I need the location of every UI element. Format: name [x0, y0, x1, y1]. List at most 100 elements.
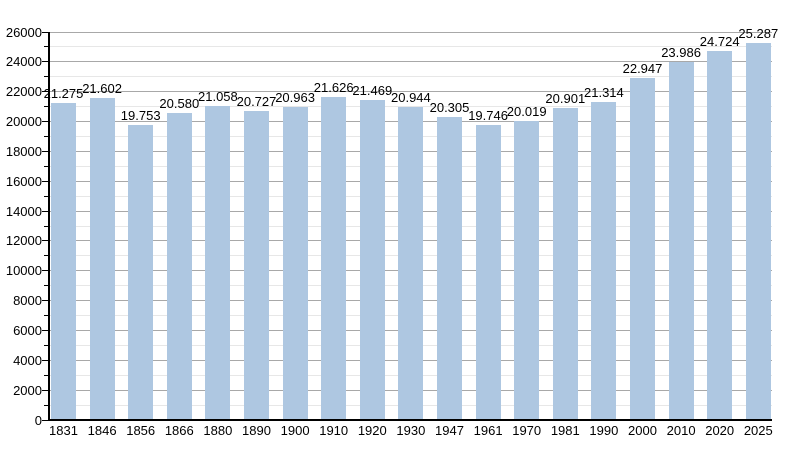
y-major-tick — [42, 121, 48, 123]
bar — [166, 112, 192, 420]
bar — [514, 121, 540, 420]
x-tick-label: 2020 — [705, 423, 735, 438]
y-minor-tick — [44, 135, 48, 137]
bar — [552, 108, 578, 420]
bar — [475, 125, 501, 420]
y-major-tick — [42, 180, 48, 182]
x-tick-label: 1970 — [512, 423, 542, 438]
bar-value-label: 19.753 — [120, 108, 161, 124]
y-minor-tick — [44, 46, 48, 48]
bar-value-label: 20.727 — [236, 93, 277, 109]
bar — [630, 77, 655, 420]
bar — [321, 97, 347, 420]
y-minor-tick — [44, 404, 48, 406]
x-tick-label: 2000 — [628, 423, 657, 438]
y-major-tick — [42, 300, 48, 302]
y-tick-label: 24000 — [5, 54, 42, 70]
x-tick-label: 1890 — [242, 423, 271, 438]
bar-value-label: 21.314 — [584, 84, 624, 100]
bar — [359, 99, 385, 420]
bar-value-label: 20.580 — [159, 95, 200, 111]
bar-value-label: 20.963 — [275, 90, 315, 106]
y-minor-tick — [44, 195, 48, 197]
x-tick-label: 1981 — [550, 423, 580, 438]
y-minor-tick — [44, 285, 48, 287]
y-major-tick — [42, 31, 48, 33]
x-tick-label: 1990 — [589, 423, 619, 438]
y-minor-tick — [44, 225, 48, 227]
y-tick-label: 26000 — [5, 24, 42, 40]
x-tick-label: 1920 — [357, 423, 387, 438]
y-tick-label: 10000 — [5, 263, 42, 279]
bar — [128, 125, 154, 420]
y-minor-tick — [44, 315, 48, 317]
bar — [205, 105, 231, 420]
bar — [51, 102, 76, 420]
x-tick-label: 1961 — [473, 423, 503, 438]
y-major-tick — [42, 419, 48, 421]
x-tick-label: 1930 — [396, 423, 426, 438]
major-gridline — [50, 31, 772, 33]
bar-value-label: 21.602 — [82, 80, 122, 96]
bar-value-label: 20.901 — [545, 91, 586, 107]
y-minor-tick — [44, 374, 48, 376]
bar — [89, 97, 115, 420]
y-tick-label: 16000 — [5, 173, 42, 189]
y-major-tick — [42, 359, 48, 361]
x-tick-label: 1880 — [203, 423, 233, 438]
y-minor-tick — [44, 106, 48, 108]
y-minor-tick — [44, 76, 48, 78]
bar — [282, 107, 308, 420]
bar-value-label: 24.724 — [699, 34, 740, 50]
y-minor-tick — [44, 344, 48, 346]
bar — [707, 51, 733, 420]
x-tick-label: 2010 — [666, 423, 696, 438]
y-major-tick — [42, 389, 48, 391]
y-tick-label: 14000 — [5, 203, 42, 219]
bar-value-label: 25.287 — [738, 25, 779, 41]
y-axis — [48, 32, 50, 421]
x-axis — [48, 419, 772, 421]
bar-value-label: 21.626 — [313, 80, 354, 96]
y-tick-label: 12000 — [5, 233, 42, 249]
x-tick-label: 1831 — [49, 423, 78, 438]
y-major-tick — [42, 240, 48, 242]
x-tick-label: 1866 — [164, 423, 194, 438]
bar-value-label: 22.947 — [622, 60, 663, 76]
y-tick-label: 8000 — [13, 293, 42, 309]
y-tick-label: 0 — [34, 412, 42, 428]
bar — [398, 107, 424, 420]
y-tick-label: 4000 — [13, 352, 42, 368]
x-tick-label: 1856 — [126, 423, 156, 438]
y-major-tick — [42, 329, 48, 331]
y-major-tick — [42, 210, 48, 212]
x-tick-label: 1846 — [87, 423, 117, 438]
y-tick-label: 18000 — [5, 143, 42, 159]
y-tick-label: 20000 — [5, 114, 42, 130]
bar-value-label: 23.986 — [661, 45, 701, 61]
x-tick-label: 2025 — [743, 423, 773, 438]
bar-value-label: 21.469 — [352, 82, 393, 98]
bar-value-label: 21.058 — [198, 88, 238, 104]
bar — [244, 110, 269, 420]
bar-value-label: 21.275 — [43, 85, 84, 101]
y-tick-label: 2000 — [13, 382, 42, 398]
minor-gridline — [50, 76, 772, 78]
bar — [668, 62, 694, 420]
bar-value-label: 20.944 — [391, 90, 431, 106]
bar-value-label: 20.019 — [506, 104, 547, 120]
y-tick-label: 6000 — [13, 322, 42, 338]
bar — [437, 116, 462, 420]
bar — [745, 42, 771, 420]
x-tick-label: 1900 — [280, 423, 310, 438]
y-major-tick — [42, 270, 48, 272]
y-minor-tick — [44, 255, 48, 257]
y-major-tick — [42, 61, 48, 63]
bar-value-label: 19.746 — [468, 108, 508, 124]
y-tick-label: 22000 — [5, 84, 42, 100]
y-minor-tick — [44, 165, 48, 167]
y-major-tick — [42, 150, 48, 152]
y-major-tick — [42, 91, 48, 93]
bar — [591, 101, 617, 420]
